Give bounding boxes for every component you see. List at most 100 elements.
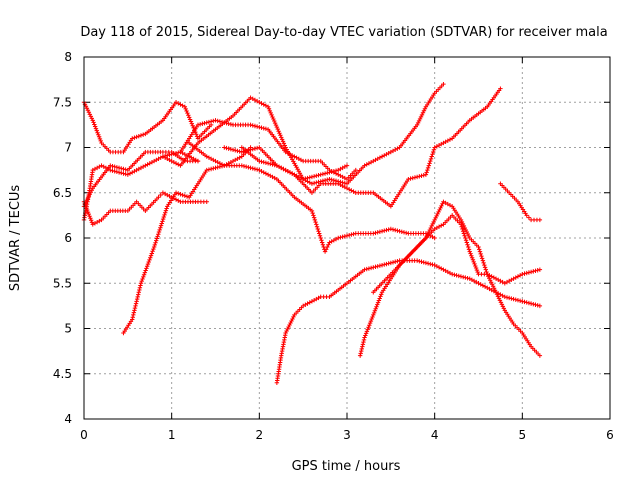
data-marker xyxy=(169,152,174,157)
data-marker xyxy=(138,283,143,288)
data-marker xyxy=(472,261,477,267)
data-marker xyxy=(386,227,391,232)
data-marker xyxy=(272,118,277,124)
data-point xyxy=(520,272,525,277)
x-tick-label: 1 xyxy=(168,428,176,442)
series-pass-10 xyxy=(239,86,503,209)
data-marker xyxy=(119,170,124,176)
data-marker xyxy=(114,169,120,175)
series-pass-6 xyxy=(160,95,350,182)
data-marker xyxy=(123,171,128,177)
data-marker xyxy=(215,118,220,124)
y-tick-label: 5 xyxy=(64,322,72,336)
data-marker xyxy=(421,173,426,178)
data-marker xyxy=(136,292,141,297)
data-marker xyxy=(375,300,381,305)
data-point xyxy=(257,158,262,164)
data-marker xyxy=(470,257,476,263)
data-marker xyxy=(154,236,160,241)
data-marker xyxy=(469,255,475,260)
data-marker xyxy=(272,120,278,126)
data-marker xyxy=(367,320,373,326)
data-marker xyxy=(261,160,266,165)
data-marker xyxy=(155,234,160,239)
data-point xyxy=(195,158,201,164)
data-marker xyxy=(213,165,218,171)
data-marker xyxy=(430,152,435,157)
series-pass-7 xyxy=(178,118,358,182)
data-marker xyxy=(524,270,529,276)
data-marker xyxy=(326,242,331,247)
data-marker xyxy=(267,108,273,114)
data-marker xyxy=(243,148,249,154)
data-marker xyxy=(395,258,400,264)
data-marker xyxy=(119,166,124,171)
data-marker xyxy=(390,260,396,265)
data-marker xyxy=(275,126,280,132)
y-tick-label: 7 xyxy=(64,141,72,155)
data-marker xyxy=(349,232,354,237)
data-marker xyxy=(252,123,258,129)
data-marker xyxy=(252,166,258,172)
data-marker xyxy=(84,205,89,211)
data-marker xyxy=(277,131,282,136)
data-marker xyxy=(160,219,165,224)
data-point xyxy=(362,267,367,272)
data-marker xyxy=(276,129,281,134)
data-marker xyxy=(462,233,467,238)
data-marker xyxy=(180,192,185,198)
data-marker xyxy=(373,264,378,270)
data-marker xyxy=(526,215,532,220)
data-marker xyxy=(132,305,138,311)
chart-title: Day 118 of 2015, Sidereal Day-to-day VTE… xyxy=(80,25,607,40)
data-marker xyxy=(266,106,272,112)
data-marker xyxy=(197,122,203,127)
series-pass-14 xyxy=(498,181,543,223)
data-marker xyxy=(233,148,238,153)
data-marker xyxy=(535,303,540,308)
data-marker xyxy=(479,253,484,259)
data-marker xyxy=(131,312,136,318)
data-point xyxy=(537,353,543,358)
data-marker xyxy=(237,149,242,154)
data-marker xyxy=(91,120,96,125)
data-marker xyxy=(428,158,433,164)
data-point xyxy=(108,163,113,168)
data-marker xyxy=(219,119,225,125)
data-point xyxy=(406,176,411,182)
y-tick-label: 8 xyxy=(64,50,72,64)
x-axis-label: GPS time / hours xyxy=(292,459,401,474)
data-marker xyxy=(431,149,436,155)
data-marker xyxy=(138,133,144,138)
data-marker xyxy=(522,299,527,305)
data-marker xyxy=(528,269,534,275)
data-marker xyxy=(228,146,234,152)
data-point xyxy=(371,231,376,236)
data-marker xyxy=(152,242,158,248)
data-point xyxy=(130,136,135,141)
data-marker xyxy=(140,132,146,137)
data-marker xyxy=(157,227,162,233)
data-marker xyxy=(268,161,273,167)
data-marker xyxy=(139,278,144,284)
data-marker xyxy=(468,251,473,256)
data-marker xyxy=(137,287,142,293)
data-point xyxy=(108,167,113,173)
data-marker xyxy=(92,124,98,129)
data-point xyxy=(327,176,332,182)
data-marker xyxy=(522,271,527,276)
data-marker xyxy=(311,215,317,220)
data-marker xyxy=(246,165,251,170)
data-marker xyxy=(456,273,461,279)
data-marker xyxy=(130,314,135,320)
data-marker xyxy=(143,268,148,273)
data-marker xyxy=(121,166,126,172)
data-marker xyxy=(194,132,199,137)
data-marker xyxy=(110,163,115,169)
data-marker xyxy=(317,233,323,238)
data-point xyxy=(388,226,394,232)
x-tick-label: 6 xyxy=(606,428,614,442)
data-marker xyxy=(372,308,378,314)
data-marker xyxy=(159,221,164,226)
